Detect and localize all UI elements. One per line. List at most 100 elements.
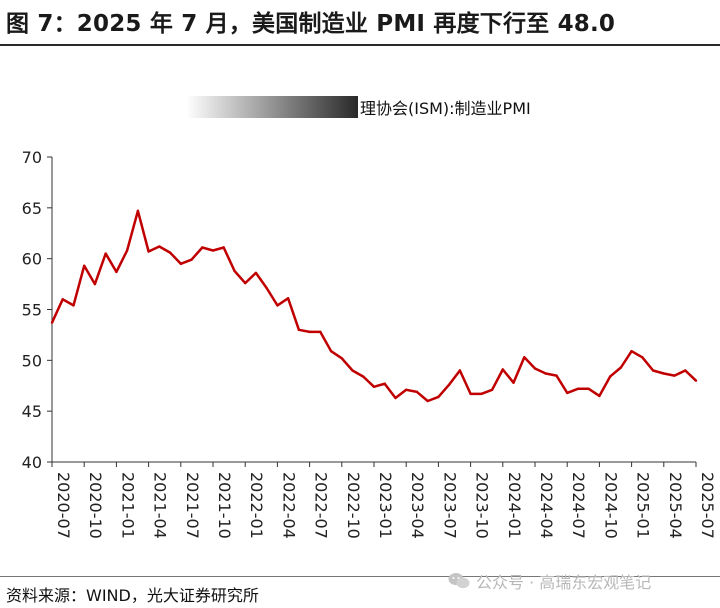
data-point [190, 258, 193, 261]
data-point [651, 369, 655, 372]
data-point [244, 281, 247, 285]
data-point [544, 372, 547, 375]
data-point [254, 271, 258, 275]
data-point [469, 392, 472, 396]
data-point [168, 251, 172, 254]
y-tick-label: 65 [22, 199, 42, 218]
data-point [630, 349, 633, 353]
data-point [93, 282, 97, 286]
y-tick-label: 70 [22, 148, 42, 167]
data-point [426, 399, 429, 403]
data-point [319, 330, 322, 334]
data-point [308, 330, 311, 334]
data-point [437, 395, 440, 399]
x-tick-label: 2022-07 [312, 472, 331, 539]
data-point [276, 304, 279, 307]
data-point [501, 368, 504, 371]
data-point [233, 269, 236, 273]
data-point [136, 209, 140, 213]
data-point [115, 270, 118, 274]
data-point [265, 286, 268, 290]
y-tick-label: 45 [22, 402, 42, 421]
data-point [297, 328, 301, 332]
data-point [533, 367, 537, 370]
x-tick-label: 2024-04 [537, 472, 556, 539]
data-point [447, 383, 451, 386]
x-tick-label: 2024-10 [601, 472, 620, 539]
data-point [222, 246, 225, 249]
footer-divider [0, 576, 720, 577]
data-point [201, 246, 204, 249]
x-tick-label: 2024-01 [505, 472, 524, 539]
data-point [211, 249, 215, 252]
x-tick-label: 2023-10 [473, 472, 492, 539]
line-chart: 理协会(ISM):制造业PMI 40 45 50 55 60 65 70 2020-07 2020… [22, 96, 717, 539]
y-tick-label: 40 [22, 453, 42, 472]
data-point [83, 264, 86, 267]
data-point [684, 369, 687, 372]
x-tick-label: 2020-07 [54, 472, 73, 539]
data-point [490, 388, 494, 392]
y-tick-label: 50 [22, 351, 42, 370]
x-tick-label: 2024-07 [569, 472, 588, 539]
x-tick-label: 2021-07 [183, 472, 202, 539]
data-point [555, 374, 558, 377]
data-point [158, 245, 161, 248]
x-tick-label: 2021-10 [215, 472, 234, 539]
x-tick-label: 2022-04 [279, 472, 298, 539]
data-point [458, 369, 462, 372]
data-point [641, 356, 644, 359]
x-tick-label: 2023-01 [376, 472, 395, 539]
data-point [340, 357, 343, 360]
data-point [598, 394, 601, 398]
data-point [673, 374, 676, 377]
legend-swatch [186, 96, 358, 118]
source-note: 资料来源：WIND，光大证券研究所 [6, 586, 259, 605]
data-point [512, 381, 515, 384]
data-point [694, 379, 698, 382]
x-tick-label: 2023-07 [440, 472, 459, 539]
watermark: 公众号 · 高瑞东宏观笔记 [448, 569, 651, 593]
data-point [415, 390, 419, 394]
data-point [61, 298, 64, 301]
x-tick-label: 2021-04 [151, 472, 170, 539]
data-point [104, 252, 107, 255]
x-tick-label: 2025-07 [698, 472, 717, 539]
data-point [125, 249, 129, 252]
data-point [608, 375, 612, 378]
data-point [383, 382, 386, 385]
data-point [587, 387, 590, 390]
data-point [72, 304, 75, 307]
x-tick-label: 2025-01 [634, 472, 653, 539]
wechat-icon [448, 573, 470, 589]
data-point [523, 356, 526, 359]
x-tick-label: 2023-04 [408, 472, 427, 539]
x-tick-label: 2022-01 [247, 472, 266, 539]
data-point [480, 392, 483, 396]
x-tick-label: 2021-01 [118, 472, 137, 539]
data-point [50, 321, 54, 324]
data-point [619, 366, 623, 369]
y-tick-label: 60 [22, 250, 42, 269]
watermark-text: 公众号 · 高瑞东宏观笔记 [476, 573, 652, 592]
data-point [362, 375, 365, 378]
pmi-series-line [50, 209, 697, 403]
data-point [179, 262, 182, 265]
x-tick-label: 2025-04 [666, 472, 685, 539]
data-point [147, 250, 150, 253]
data-point [662, 372, 665, 375]
x-tick-label: 2022-10 [344, 472, 363, 539]
data-point [329, 349, 333, 353]
x-tick-label: 2020-10 [86, 472, 105, 539]
chart-title: 图 7：2025 年 7 月，美国制造业 PMI 再度下行至 48.0 [6, 11, 616, 37]
data-point [351, 369, 354, 372]
data-point [372, 385, 376, 388]
y-tick-label: 55 [22, 301, 42, 320]
data-point [394, 396, 397, 400]
data-point [576, 387, 580, 390]
data-point [286, 297, 290, 300]
title-divider [0, 44, 720, 46]
data-point [405, 388, 408, 392]
legend-label: 理协会(ISM):制造业PMI [360, 99, 531, 118]
data-point [566, 391, 569, 395]
